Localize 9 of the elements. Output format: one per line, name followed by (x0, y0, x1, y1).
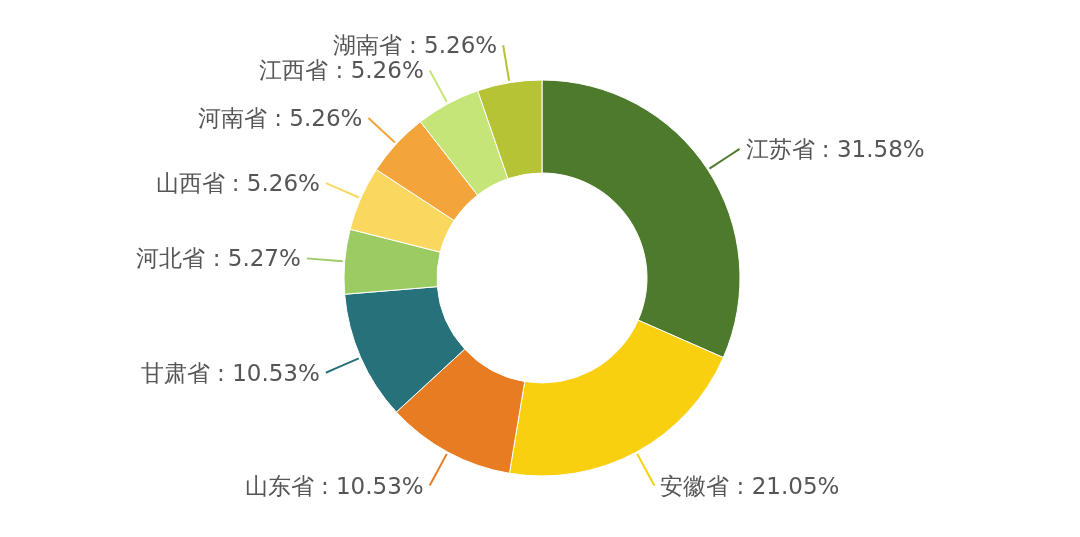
slice-label: 安徽省 : 21.05% (660, 472, 840, 499)
slice-label: 江苏省 : 31.58% (745, 135, 925, 162)
slice-label: 甘肃省 : 10.53% (140, 359, 320, 386)
slice-label: 河北省 : 5.27% (136, 245, 301, 272)
slice-label: 湖南省 : 5.26% (332, 32, 498, 59)
slice-label: 山东省 : 10.53% (244, 472, 424, 499)
slice-label: 河南省 : 5.26% (198, 105, 363, 132)
slice-label: 江西省 : 5.26% (259, 57, 424, 84)
slice-label: 山西省 : 5.26% (155, 170, 320, 197)
